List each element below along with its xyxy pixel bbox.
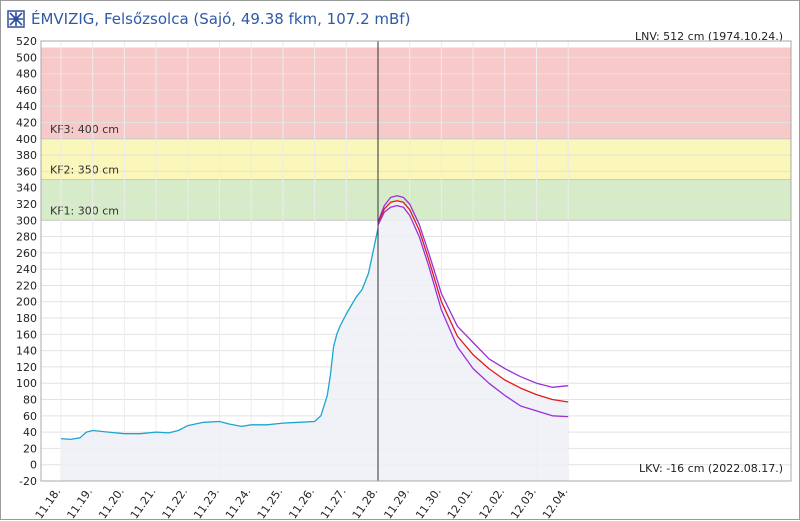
- x-tick-label: 11.24.: [223, 485, 254, 521]
- x-tick-label: 12.03.: [508, 485, 539, 521]
- warning-zone-3: [41, 47, 791, 139]
- series-area: [61, 200, 569, 481]
- x-tick-label: 12.02.: [477, 485, 508, 521]
- y-tick-label: 240: [16, 263, 37, 276]
- zone-label-3: KF3: 400 cm: [50, 123, 119, 136]
- y-tick-label: 440: [16, 100, 37, 113]
- y-tick-label: 520: [16, 35, 37, 48]
- org-logo-icon: [7, 10, 25, 28]
- x-tick-label: 11.23.: [191, 485, 222, 521]
- y-tick-label: 60: [23, 410, 37, 423]
- series-line-observed: [60, 228, 379, 441]
- x-tick-label: 11.26.: [286, 485, 317, 521]
- y-tick-label: 220: [16, 279, 37, 292]
- y-tick-label: 400: [16, 133, 37, 146]
- title-bar: ÉMVIZIG, Felsőzsolca (Sajó, 49.38 fkm, 1…: [7, 8, 410, 30]
- y-tick-label: 200: [16, 296, 37, 309]
- warning-zone-1: [41, 179, 791, 221]
- x-tick-label: 11.28.: [350, 485, 381, 521]
- y-tick-label: -20: [19, 475, 37, 488]
- y-tick-label: 300: [16, 214, 37, 227]
- y-tick-label: 260: [16, 247, 37, 260]
- y-tick-label: 280: [16, 231, 37, 244]
- y-tick-label: 340: [16, 182, 37, 195]
- zone-label-1: KF1: 300 cm: [50, 204, 119, 217]
- y-tick-label: 20: [23, 442, 37, 455]
- series-line-forecast-mean: [377, 200, 569, 403]
- x-tick-label: 11.19.: [64, 485, 95, 521]
- plot-frame: [40, 40, 792, 482]
- x-tick-label: 11.20.: [96, 485, 127, 521]
- y-tick-label: 460: [16, 84, 37, 97]
- y-tick-label: 140: [16, 345, 37, 358]
- y-tick-label: 100: [16, 377, 37, 390]
- y-tick-label: 40: [23, 426, 37, 439]
- y-tick-label: 420: [16, 116, 37, 129]
- series-line-forecast-lower: [377, 204, 569, 418]
- series-line-forecast-upper: [377, 195, 569, 388]
- x-tick-label: 11.22.: [160, 485, 191, 521]
- warning-zone-2: [41, 138, 791, 180]
- x-tick-label: 11.27.: [318, 485, 349, 521]
- y-tick-label: 360: [16, 165, 37, 178]
- y-tick-label: 480: [16, 68, 37, 81]
- x-tick-label: 11.18.: [33, 485, 64, 521]
- y-tick-label: 320: [16, 198, 37, 211]
- y-tick-label: 80: [23, 394, 37, 407]
- y-tick-label: 380: [16, 149, 37, 162]
- y-tick-label: 0: [30, 459, 37, 472]
- x-tick-label: 11.21.: [128, 485, 159, 521]
- y-tick-label: 160: [16, 328, 37, 341]
- y-tick-label: 120: [16, 361, 37, 374]
- chart-title: ÉMVIZIG, Felsőzsolca (Sajó, 49.38 fkm, 1…: [31, 10, 411, 28]
- x-tick-label: 11.30.: [413, 485, 444, 521]
- y-tick-label: 500: [16, 51, 37, 64]
- x-tick-label: 11.29.: [381, 485, 412, 521]
- x-tick-label: 12.01.: [445, 485, 476, 521]
- x-tick-label: 11.25.: [255, 485, 286, 521]
- zone-label-2: KF2: 350 cm: [50, 164, 119, 177]
- y-tick-label: 180: [16, 312, 37, 325]
- x-tick-label: 12.04.: [540, 485, 571, 521]
- lkv-label: LKV: -16 cm (2022.08.17.): [639, 462, 783, 475]
- lnv-label: LNV: 512 cm (1974.10.24.): [635, 30, 783, 43]
